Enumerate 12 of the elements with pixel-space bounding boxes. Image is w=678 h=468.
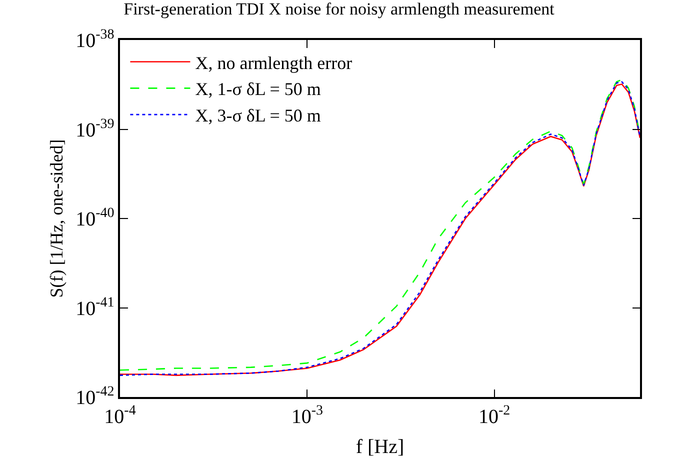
y-tick-label: 10$^{-41}$ [76,295,114,320]
x-tick-label: 10$^{-2}$ [478,403,510,428]
y-tick-label: 10$^{-39}$ [76,116,114,142]
chart-title: First-generation TDI X noise for noisy armlength measurement [124,0,555,18]
legend-label: X, no armlength error [195,52,352,73]
y-axis-title: S(f) [1/Hz, one-sided] [46,139,66,298]
legend-label: X, 1-σ δL = 50 m [195,79,321,100]
x-axis-title: f [Hz] [356,436,404,458]
x-tick-label: 10$^{-3}$ [291,403,324,428]
legend-label: X, 3-σ δL = 50 m [195,106,321,126]
y-tick-label: 10$^{-40}$ [76,206,114,230]
y-tick-label: 10$^{-38}$ [76,28,114,52]
